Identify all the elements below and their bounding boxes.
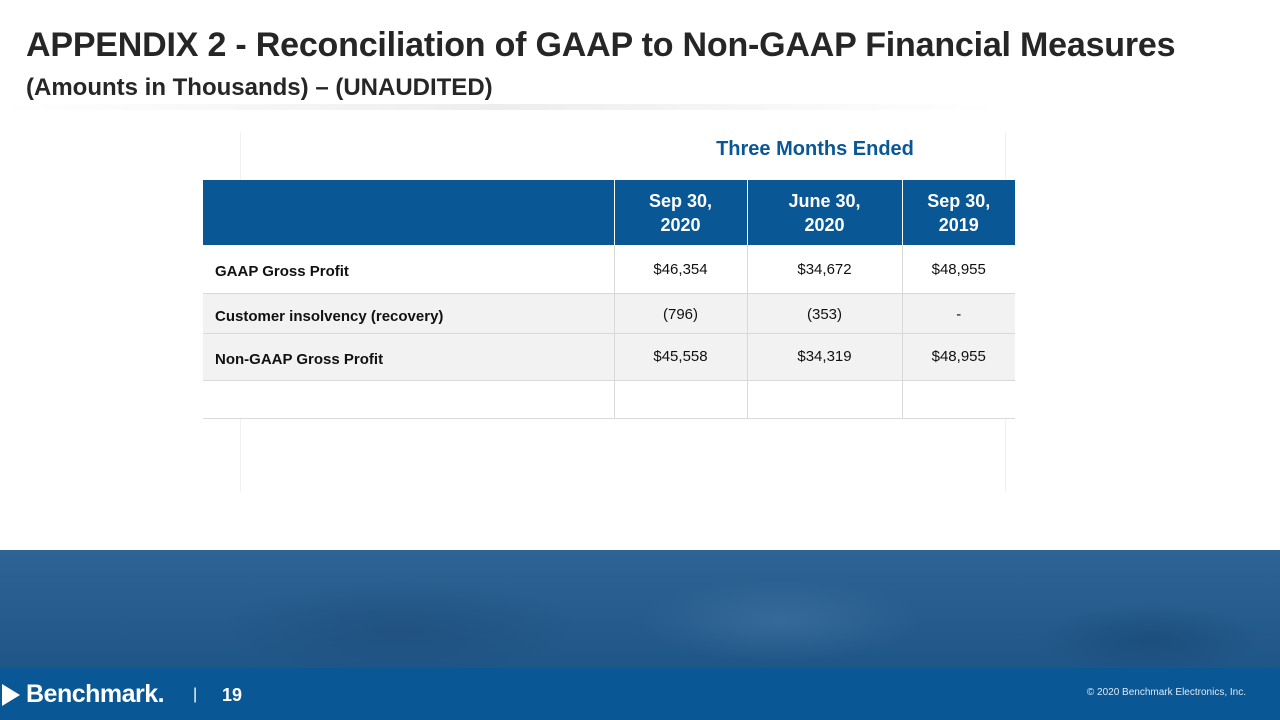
table-row: Non-GAAP Gross Profit $45,558 $34,319 $4… <box>203 333 1015 381</box>
header-label-cell <box>203 180 614 245</box>
column-header: June 30, 2020 <box>746 180 902 245</box>
table-cell: $34,319 <box>746 333 902 381</box>
column-header-line1: June 30, <box>788 190 861 211</box>
title-divider <box>0 104 1000 110</box>
empty-table-row <box>203 380 1015 419</box>
table-cell: (353) <box>746 293 902 334</box>
column-header: Sep 30, 2020 <box>613 180 747 245</box>
empty-cell <box>901 380 1015 419</box>
empty-cell <box>203 380 614 419</box>
table-cell: $34,672 <box>746 245 902 294</box>
table-cell: $48,955 <box>901 245 1015 294</box>
footer-separator: | <box>193 686 198 703</box>
column-header: Sep 30, 2019 <box>901 180 1015 245</box>
empty-cell <box>613 380 747 419</box>
reconciliation-table: Sep 30, 2020 June 30, 2020 Sep 30, 2019 … <box>203 180 1015 419</box>
table-cell: $45,558 <box>613 333 747 381</box>
page-number: 19 <box>222 685 243 705</box>
copyright-notice: © 2020 Benchmark Electronics, Inc. <box>1086 687 1246 698</box>
column-header-line1: Sep 30, <box>648 190 713 211</box>
table-cell: - <box>901 293 1015 334</box>
slide-title: APPENDIX 2 - Reconciliation of GAAP to N… <box>26 26 1176 64</box>
table-cell: (796) <box>613 293 747 334</box>
benchmark-logo: Benchmark. <box>26 680 165 708</box>
slide-subtitle: (Amounts in Thousands) – (UNAUDITED) <box>26 74 493 101</box>
row-label: GAAP Gross Profit <box>203 245 614 294</box>
table-cell: $48,955 <box>901 333 1015 381</box>
footer-bar <box>0 668 1280 720</box>
column-header-line2: 2020 <box>660 214 701 235</box>
empty-cell <box>746 380 902 419</box>
benchmark-logo-arrow-icon <box>2 684 20 706</box>
column-header-line2: 2020 <box>804 214 845 235</box>
table-row: GAAP Gross Profit $46,354 $34,672 $48,95… <box>203 245 1015 294</box>
period-header: Three Months Ended <box>716 138 914 160</box>
table-cell: $46,354 <box>613 245 747 294</box>
table-row: Customer insolvency (recovery) (796) (35… <box>203 293 1015 334</box>
row-label: Customer insolvency (recovery) <box>203 293 614 334</box>
table-header-row: Sep 30, 2020 June 30, 2020 Sep 30, 2019 <box>203 180 1015 245</box>
row-label: Non-GAAP Gross Profit <box>203 333 614 381</box>
footer-background-image <box>0 550 1280 668</box>
column-header-line2: 2019 <box>938 214 979 235</box>
column-header-line1: Sep 30, <box>927 190 991 211</box>
